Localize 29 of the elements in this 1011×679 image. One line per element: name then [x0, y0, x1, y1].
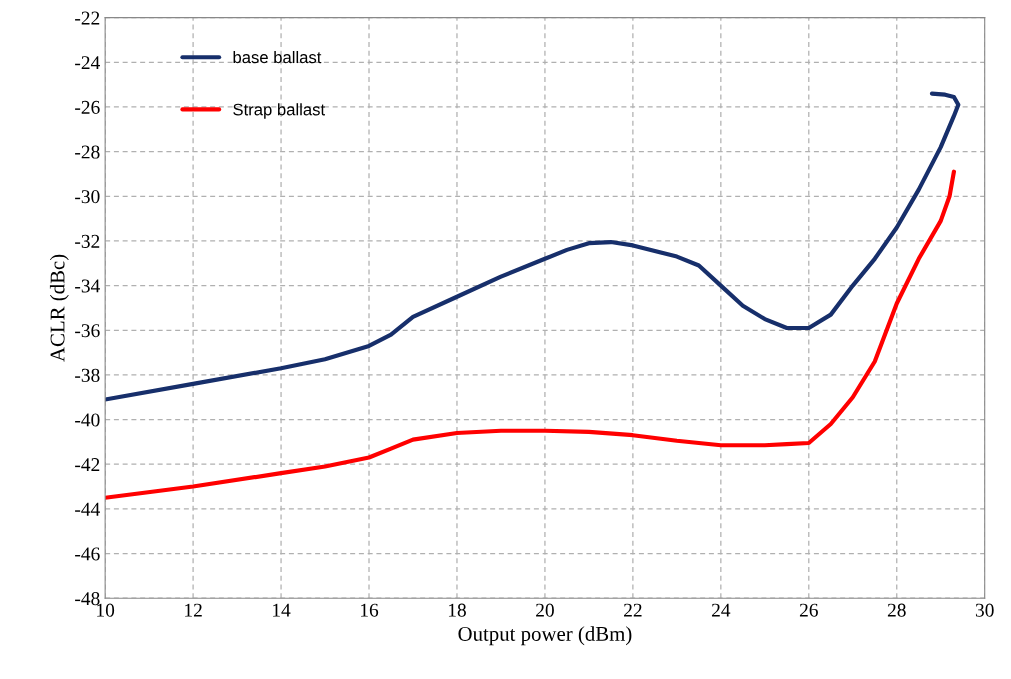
x-tick-label: 18 — [448, 603, 466, 617]
x-tick-label: 16 — [361, 603, 379, 617]
x-tick-label: 24 — [711, 603, 731, 617]
line-series — [105, 169, 957, 500]
x-tick-label: 12 — [185, 603, 202, 617]
y-tick-label: -30 — [75, 190, 100, 204]
x-tick-label: 22 — [624, 603, 642, 617]
x-tick-label: 28 — [887, 603, 906, 617]
y-tick-label: -28 — [75, 145, 100, 159]
x-tick-label: 30 — [975, 603, 994, 617]
y-tick-label: -32 — [75, 234, 100, 248]
y-tick-label: -24 — [75, 56, 100, 70]
y-tick-label: -38 — [75, 368, 100, 382]
x-axis-title: Output power (dBm) — [458, 626, 632, 646]
y-axis-title: ACLR (dBc) — [49, 254, 69, 362]
y-tick-label: -26 — [75, 100, 100, 114]
y-tick-label: -46 — [75, 547, 100, 561]
x-tick-label: 20 — [536, 603, 554, 617]
y-tick-label: -44 — [75, 502, 100, 516]
y-tick-label: -22 — [75, 11, 100, 25]
x-tick-label: 14 — [273, 603, 291, 617]
line-series — [105, 91, 961, 402]
y-tick-label: -42 — [75, 458, 100, 471]
y-tick-label: -36 — [75, 324, 100, 338]
legend-label: Strap ballast — [233, 103, 325, 119]
y-tick-label: -40 — [75, 413, 100, 427]
x-tick-label: 26 — [799, 603, 818, 617]
legend-label: base ballast — [233, 50, 322, 64]
y-tick-label: -34 — [75, 279, 100, 293]
